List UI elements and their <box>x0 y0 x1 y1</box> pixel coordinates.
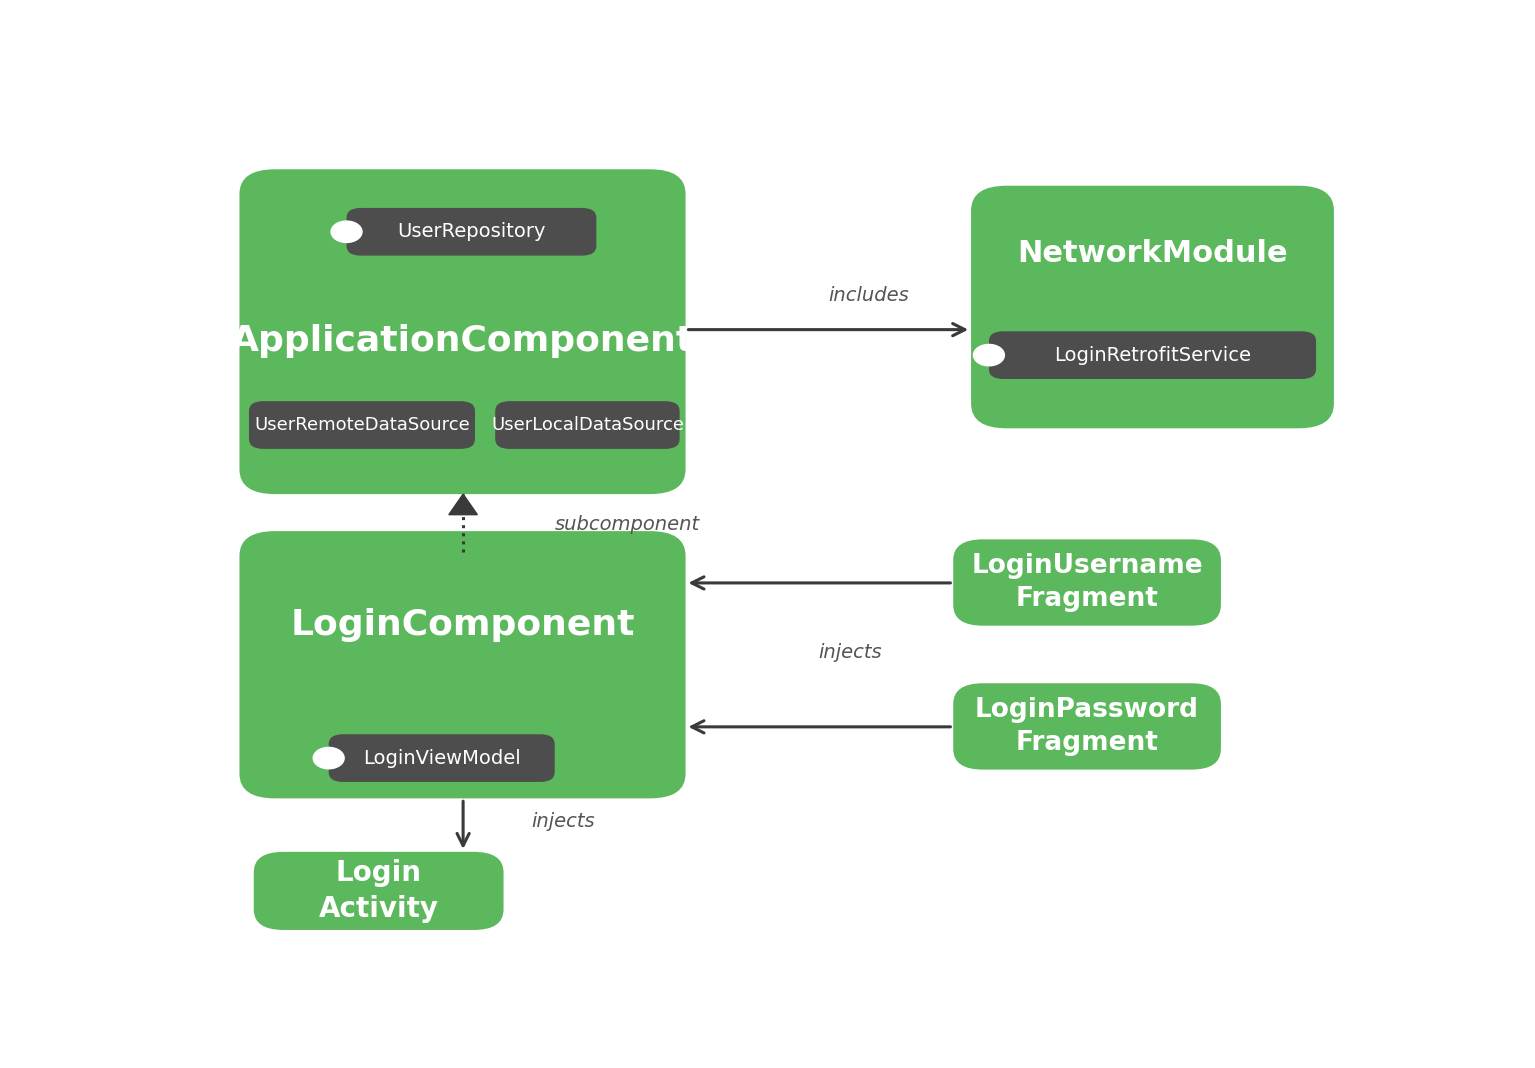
FancyBboxPatch shape <box>496 402 680 449</box>
Text: LoginRetrofitService: LoginRetrofitService <box>1055 346 1251 364</box>
FancyBboxPatch shape <box>347 208 596 255</box>
Text: Login
Activity: Login Activity <box>319 859 439 923</box>
FancyBboxPatch shape <box>253 852 503 930</box>
Text: LoginViewModel: LoginViewModel <box>362 749 520 768</box>
Circle shape <box>313 748 344 769</box>
FancyBboxPatch shape <box>953 539 1220 626</box>
Text: LoginPassword
Fragment: LoginPassword Fragment <box>975 697 1199 756</box>
Text: UserLocalDataSource: UserLocalDataSource <box>491 417 685 434</box>
Text: LoginUsername
Fragment: LoginUsername Fragment <box>972 553 1203 612</box>
FancyBboxPatch shape <box>989 331 1315 379</box>
Text: includes: includes <box>829 285 909 304</box>
FancyBboxPatch shape <box>972 186 1334 428</box>
Text: UserRepository: UserRepository <box>398 222 545 241</box>
Text: subcomponent: subcomponent <box>554 515 700 534</box>
FancyBboxPatch shape <box>249 402 474 449</box>
Text: NetworkModule: NetworkModule <box>1018 239 1288 268</box>
Text: injects: injects <box>818 643 883 662</box>
Circle shape <box>973 345 1004 366</box>
FancyBboxPatch shape <box>953 684 1220 770</box>
FancyBboxPatch shape <box>328 734 554 782</box>
Text: LoginComponent: LoginComponent <box>290 608 635 642</box>
Polygon shape <box>448 494 477 515</box>
FancyBboxPatch shape <box>239 169 686 494</box>
FancyBboxPatch shape <box>239 531 686 799</box>
Text: UserRemoteDataSource: UserRemoteDataSource <box>255 417 470 434</box>
Text: injects: injects <box>531 812 594 831</box>
Circle shape <box>332 221 362 242</box>
Text: ApplicationComponent: ApplicationComponent <box>230 325 694 359</box>
